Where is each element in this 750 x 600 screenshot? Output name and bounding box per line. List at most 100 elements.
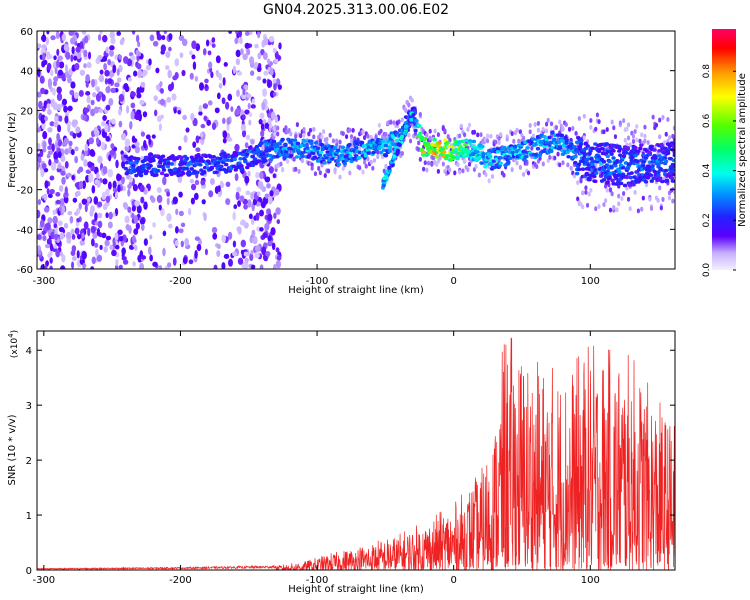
heatmap-cell — [424, 152, 430, 157]
heatmap-cell — [97, 155, 103, 164]
heatmap-cell — [57, 164, 62, 170]
heatmap-cell — [92, 92, 97, 98]
heatmap-cell — [418, 131, 423, 136]
heatmap-cell — [650, 164, 655, 168]
heatmap-cell — [479, 132, 483, 137]
heatmap-cell — [244, 42, 250, 49]
heatmap-cell — [263, 36, 269, 46]
heatmap-cell — [658, 176, 663, 181]
heatmap-cell — [576, 167, 582, 172]
heatmap-cell — [294, 166, 298, 172]
heatmap-cell — [378, 150, 384, 155]
heatmap-cell — [149, 254, 153, 262]
heatmap-cell — [597, 204, 601, 209]
heatmap-cell — [90, 205, 95, 213]
heatmap-cell — [131, 163, 136, 168]
heatmap-cell — [76, 190, 81, 197]
heatmap-cell — [188, 259, 194, 265]
heatmap-cell — [225, 198, 231, 206]
heatmap-cell — [322, 129, 326, 134]
heatmap-cell — [206, 119, 212, 126]
heatmap-cell — [618, 181, 624, 186]
heatmap-cell — [272, 78, 277, 84]
heatmap-cell — [47, 127, 53, 133]
heatmap-cell — [574, 140, 580, 145]
heatmap-cell — [216, 92, 221, 100]
heatmap-cell — [167, 262, 172, 268]
heatmap-cell — [525, 159, 529, 165]
heatmap-cell — [57, 69, 63, 76]
heatmap-cell — [44, 180, 49, 189]
heatmap-cell — [37, 123, 40, 129]
heatmap-cell — [635, 159, 640, 164]
heatmap-cell — [224, 162, 229, 167]
heatmap-cell — [158, 123, 162, 131]
heatmap-cell — [252, 157, 258, 162]
heatmap-cell — [139, 99, 145, 105]
heatmap-cell — [463, 132, 467, 138]
heatmap-cell — [222, 151, 227, 156]
heatmap-cell — [46, 98, 51, 105]
spectrogram-y-tick-label: 40 — [20, 67, 33, 78]
heatmap-cell — [239, 109, 245, 116]
heatmap-cell — [245, 190, 251, 196]
heatmap-cell — [259, 264, 264, 269]
heatmap-cell — [233, 204, 238, 210]
heatmap-cell — [663, 168, 669, 173]
heatmap-cell — [59, 198, 65, 207]
heatmap-cell — [443, 138, 448, 143]
heatmap-cell — [587, 191, 591, 197]
heatmap-cell — [201, 199, 206, 205]
heatmap-cell — [456, 162, 460, 168]
heatmap-cell — [262, 88, 268, 97]
heatmap-cell — [584, 185, 588, 191]
heatmap-cell — [133, 244, 138, 251]
heatmap-cell — [124, 85, 130, 93]
heatmap-cell — [123, 154, 129, 159]
heatmap-cell — [263, 158, 268, 163]
heatmap-cell — [204, 84, 208, 89]
heatmap-cell — [495, 150, 501, 154]
heatmap-cell — [194, 249, 198, 259]
heatmap-cell — [536, 127, 540, 133]
heatmap-cell — [178, 228, 184, 234]
heatmap-cell — [659, 205, 663, 211]
heatmap-cell — [65, 51, 71, 60]
heatmap-cell — [128, 158, 133, 163]
heatmap-cell — [259, 227, 264, 232]
heatmap-cell — [382, 176, 387, 181]
heatmap-cell — [132, 234, 136, 243]
heatmap-cell — [608, 187, 613, 193]
heatmap-cell — [488, 161, 494, 166]
heatmap-cell — [251, 98, 256, 104]
heatmap-cell — [241, 114, 246, 119]
heatmap-cell — [109, 50, 115, 57]
heatmap-cell — [71, 255, 77, 261]
heatmap-cell — [85, 74, 91, 83]
heatmap-cell — [521, 149, 526, 154]
heatmap-cell — [102, 165, 108, 175]
spectrogram-x-tick-label: -200 — [169, 276, 192, 287]
heatmap-cell — [274, 115, 278, 124]
heatmap-cell — [52, 80, 58, 87]
heatmap-cell — [98, 91, 103, 97]
heatmap-cell — [581, 190, 585, 196]
heatmap-cell — [589, 125, 593, 130]
heatmap-cell — [58, 185, 64, 192]
heatmap-cell — [247, 102, 251, 110]
heatmap-cell — [652, 169, 657, 174]
heatmap-cell — [664, 131, 668, 137]
heatmap-cell — [130, 91, 136, 98]
heatmap-cell — [149, 234, 153, 240]
heatmap-cell — [652, 148, 657, 152]
heatmap-cell — [107, 77, 113, 85]
heatmap-cell — [458, 133, 462, 139]
heatmap-cell — [122, 201, 128, 208]
heatmap-cell — [671, 158, 675, 163]
heatmap-cell — [88, 137, 94, 145]
heatmap-cell — [236, 71, 243, 76]
heatmap-cell — [74, 227, 80, 235]
heatmap-cell — [351, 127, 355, 133]
heatmap-cell — [112, 180, 117, 190]
